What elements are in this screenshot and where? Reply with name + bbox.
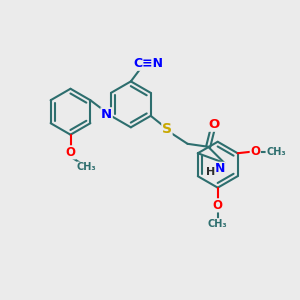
Text: N: N bbox=[101, 108, 112, 121]
Text: H: H bbox=[206, 167, 216, 177]
Text: CH₃: CH₃ bbox=[266, 147, 286, 158]
Text: O: O bbox=[250, 145, 260, 158]
Text: S: S bbox=[162, 122, 172, 136]
Text: O: O bbox=[65, 146, 76, 159]
Text: CH₃: CH₃ bbox=[208, 219, 227, 229]
Text: O: O bbox=[213, 199, 223, 212]
Text: C≡N: C≡N bbox=[134, 57, 164, 70]
Text: CH₃: CH₃ bbox=[77, 162, 97, 172]
Text: N: N bbox=[215, 162, 225, 175]
Text: O: O bbox=[208, 118, 220, 131]
